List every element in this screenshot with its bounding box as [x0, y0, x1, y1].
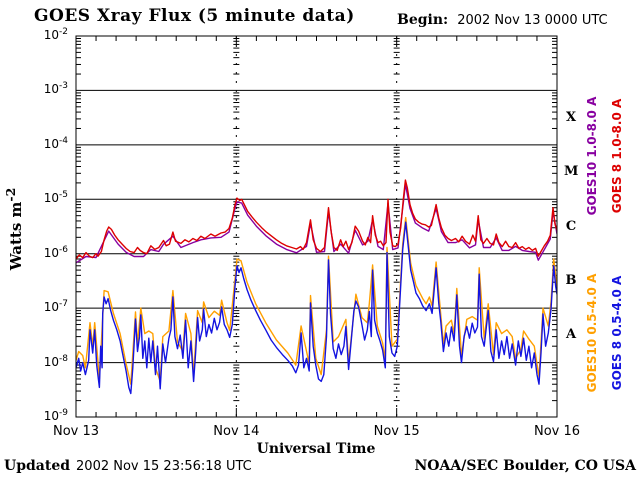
plot-frame	[75, 35, 558, 418]
updated-label: Updated	[4, 458, 71, 474]
legend-series-label: GOES10 0.5-4.0 A	[585, 273, 599, 393]
page-title: GOES Xray Flux (5 minute data)	[34, 6, 355, 26]
y-tick-label: 10-8	[43, 353, 68, 369]
x-tick-label: Nov 16	[533, 424, 581, 439]
x-tick-label: Nov 14	[213, 424, 260, 439]
legend-series-label: GOES 8 0.5-4.0 A	[610, 275, 624, 391]
legend-series-label: GOES 8 1.0-8.0 A	[610, 98, 624, 214]
flare-class-label-b: B	[565, 272, 577, 288]
x-axis-title: Universal Time	[256, 441, 376, 457]
y-tick-label: 10-6	[43, 244, 68, 260]
flare-class-label-m: M	[564, 164, 579, 180]
begin-time-line: Begin: 2002 Nov 13 0000 UTC	[397, 12, 608, 28]
y-tick-label: 10-9	[43, 408, 68, 423]
begin-value: 2002 Nov 13 0000 UTC	[457, 13, 608, 28]
flare-class-label-x: X	[565, 109, 577, 125]
updated-timestamp-line: Updated 2002 Nov 15 23:56:18 UTC	[4, 458, 252, 474]
y-axis-title: Watts m-2	[3, 119, 25, 339]
y-tick-label: 10-7	[43, 299, 68, 315]
y-tick-label: 10-3	[43, 81, 68, 97]
begin-label: Begin:	[397, 12, 449, 28]
x-tick-label: Nov 15	[373, 424, 420, 439]
credit-text: NOAA/SEC Boulder, CO USA	[414, 458, 637, 474]
y-tick-label: 10-5	[43, 190, 68, 206]
series-line-goes-8-0.5-4.0-a	[76, 221, 557, 395]
x-tick-label: Nov 13	[52, 424, 100, 439]
series-line-goes10-1.0-8.0-a	[76, 183, 557, 264]
flare-class-label-c: C	[565, 218, 577, 234]
y-tick-label: 10-4	[43, 135, 68, 151]
series-line-goes-8-1.0-8.0-a	[76, 179, 557, 260]
legend-series-label: GOES10 1.0-8.0 A	[585, 96, 599, 216]
y-axis-title-base: Watts m	[7, 201, 25, 271]
y-axis-title-exponent: -2	[3, 187, 18, 202]
flare-class-label-a: A	[565, 327, 577, 343]
updated-value: 2002 Nov 15 23:56:18 UTC	[76, 459, 252, 474]
y-tick-label: 10-2	[43, 27, 68, 42]
